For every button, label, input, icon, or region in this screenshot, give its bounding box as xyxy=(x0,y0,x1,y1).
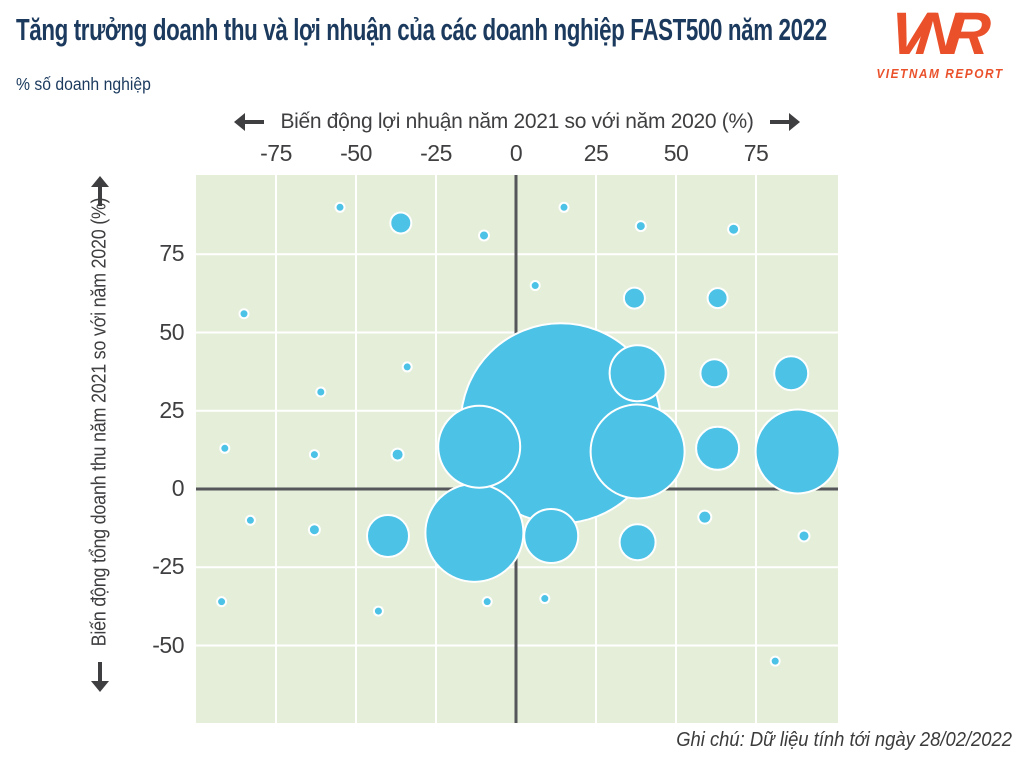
bubble xyxy=(727,222,741,236)
x-axis-title-row: Biến động lợi nhuận năm 2021 so với năm … xyxy=(196,110,838,134)
x-tick-label: 75 xyxy=(743,140,769,166)
bubble xyxy=(697,509,713,525)
bubble xyxy=(244,514,256,526)
bubble xyxy=(315,386,327,398)
page-title: Tăng trưởng doanh thu và lợi nhuận của c… xyxy=(16,12,827,47)
bubble xyxy=(238,308,250,320)
bubble xyxy=(308,449,320,461)
x-tick-label: -50 xyxy=(340,140,372,166)
bubble xyxy=(216,596,228,608)
page-subtitle: % số doanh nghiệp xyxy=(16,74,151,94)
bubble xyxy=(424,482,525,583)
x-axis-title: Biến động lợi nhuận năm 2021 so với năm … xyxy=(280,110,754,133)
bubble xyxy=(539,593,551,605)
bubble-plot xyxy=(196,175,841,723)
bubble xyxy=(589,403,686,500)
vnr-logo-mark: VNR xyxy=(886,0,981,67)
footer-note: Ghi chú: Dữ liệu tính tới ngày 28/02/202… xyxy=(676,729,1012,751)
x-tick-label: -25 xyxy=(420,140,452,166)
bubble xyxy=(558,201,570,213)
x-tick-label: 50 xyxy=(663,140,689,166)
bubble xyxy=(797,529,811,543)
y-tick-label: -25 xyxy=(152,553,184,580)
bubble xyxy=(618,523,657,562)
y-tick-label: 50 xyxy=(159,318,184,345)
up-arrow-icon xyxy=(91,176,109,206)
bubble xyxy=(773,355,810,392)
down-arrow-icon xyxy=(91,662,109,692)
bubble xyxy=(401,361,413,373)
bubble-plot-svg xyxy=(196,175,841,723)
y-axis-title: Biến động tổng doanh thu năm 2021 so với… xyxy=(88,197,111,647)
bubble xyxy=(366,513,410,558)
y-tick-label: 25 xyxy=(159,396,184,423)
bubble xyxy=(769,655,781,667)
bubble xyxy=(372,605,384,617)
bubble xyxy=(529,280,541,292)
bubble xyxy=(219,442,231,454)
y-tick-label: 75 xyxy=(159,240,184,267)
x-tick-labels: -75 -50 -25 0 25 50 75 xyxy=(196,140,838,168)
bubble xyxy=(622,286,646,310)
y-tick-label: -50 xyxy=(152,631,184,658)
vnr-logo-caption: VIETNAM REPORT xyxy=(876,67,1004,81)
bubble xyxy=(754,408,841,495)
bubble xyxy=(699,358,730,389)
bubble xyxy=(523,507,580,564)
y-tick-labels: 75 50 25 0 -25 -50 xyxy=(120,175,184,723)
right-arrow-icon xyxy=(769,113,800,131)
bubble xyxy=(608,344,667,403)
left-arrow-icon xyxy=(234,113,265,131)
x-tick-label: -75 xyxy=(260,140,292,166)
y-tick-label: 0 xyxy=(171,475,185,501)
bubble xyxy=(478,229,490,242)
x-tick-label: 0 xyxy=(509,140,523,166)
bubble xyxy=(334,201,346,213)
bubble xyxy=(437,404,522,489)
bubble xyxy=(390,447,405,462)
bubble xyxy=(695,425,741,471)
x-tick-label: 25 xyxy=(583,140,609,166)
bubble xyxy=(307,523,321,537)
vnr-logo: VNR VIETNAM REPORT xyxy=(864,0,1016,81)
bubble xyxy=(481,596,493,608)
bubble xyxy=(634,220,647,233)
bubble xyxy=(389,211,413,235)
bubble xyxy=(706,287,729,310)
